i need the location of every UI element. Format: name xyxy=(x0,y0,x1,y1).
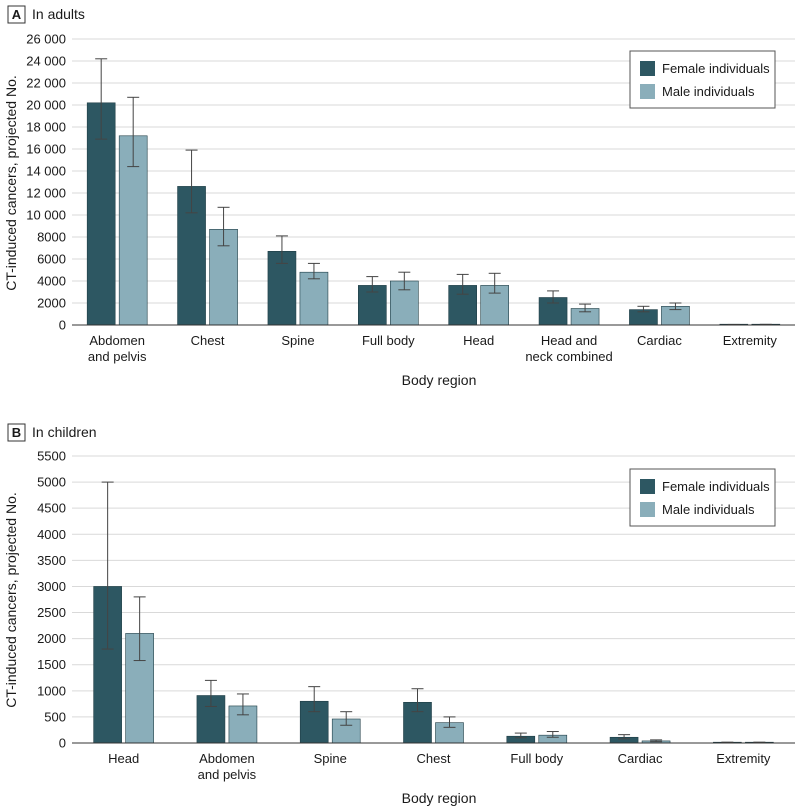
bar-male xyxy=(299,271,329,326)
panel-letter-box xyxy=(7,5,26,24)
y-tick-labels: 0 2000 4000 6000 8000 10 000 12 000 14 000 16 00… xyxy=(26,32,66,333)
panel-adults: A In adults CT-induced cancers, projecte… xyxy=(3,5,795,388)
x-axis-label: Body region xyxy=(402,372,477,388)
y-tick-label: 2500 xyxy=(37,605,66,620)
y-tick-label: 22 000 xyxy=(26,76,66,91)
legend-label-female: Female individuals xyxy=(662,479,770,494)
x-tick-labels: Abdomen and pelvis Chest Spine Full body Head… xyxy=(88,333,777,364)
x-tick-label: Spine xyxy=(281,333,314,348)
panel-children: B In children CT-induced cancers, projec… xyxy=(3,423,795,806)
y-tick-label: 18 000 xyxy=(26,120,66,135)
legend-swatch-female xyxy=(640,479,655,494)
x-tick-label: Chest xyxy=(417,751,451,766)
legend-label-male: Male individuals xyxy=(662,502,755,517)
y-tick-label: 10 000 xyxy=(26,208,66,223)
x-tick-label: Head xyxy=(108,751,139,766)
y-tick-label: 14 000 xyxy=(26,164,66,179)
y-tick-label: 5500 xyxy=(37,449,66,464)
bars xyxy=(86,102,781,326)
x-tick-labels: Head Abdomen and pelvis Spine Chest Full body… xyxy=(108,751,771,782)
panel-letter: A xyxy=(12,7,22,22)
y-tick-label: 500 xyxy=(44,709,66,724)
y-tick-label: 4500 xyxy=(37,501,66,516)
x-tick-label: Head and neck combined xyxy=(525,333,612,364)
y-tick-label: 20 000 xyxy=(26,98,66,113)
panel-title: In adults xyxy=(32,6,85,22)
x-tick-label: Abdomen and pelvis xyxy=(198,751,257,782)
legend-swatch-male xyxy=(640,502,655,517)
x-tick-label: Cardiac xyxy=(637,333,682,348)
legend-swatch-female xyxy=(640,61,655,76)
y-tick-label: 1500 xyxy=(37,657,66,672)
y-tick-label: 16 000 xyxy=(26,142,66,157)
y-tick-label: 24 000 xyxy=(26,54,66,69)
x-tick-label: Extremity xyxy=(723,333,778,348)
y-tick-label: 6000 xyxy=(37,252,66,267)
y-tick-label: 4000 xyxy=(37,274,66,289)
y-tick-label: 26 000 xyxy=(26,32,66,47)
y-tick-label: 0 xyxy=(59,318,66,333)
y-tick-labels: 0 500 1000 1500 2000 2500 3000 3500 4000 4500 5000… xyxy=(37,449,66,751)
legend-swatch-male xyxy=(640,84,655,99)
x-tick-label: Spine xyxy=(314,751,347,766)
y-tick-label: 12 000 xyxy=(26,186,66,201)
legend: Female individuals Male individuals xyxy=(629,50,776,109)
legend-box xyxy=(629,468,776,527)
x-tick-label: Head xyxy=(463,333,494,348)
y-tick-label: 3500 xyxy=(37,553,66,568)
y-tick-label: 4000 xyxy=(37,527,66,542)
x-tick-label: Cardiac xyxy=(618,751,663,766)
y-tick-label: 8000 xyxy=(37,230,66,245)
x-tick-label: Full body xyxy=(362,333,415,348)
panel-letter: B xyxy=(12,425,21,440)
x-tick-label: Abdomen and pelvis xyxy=(88,333,147,364)
x-axis-label: Body region xyxy=(402,790,477,806)
x-tick-label: Chest xyxy=(191,333,225,348)
y-tick-label: 3000 xyxy=(37,579,66,594)
x-tick-label: Extremity xyxy=(716,751,771,766)
panel-letter-box xyxy=(7,423,26,442)
panel-title: In children xyxy=(32,424,97,440)
y-tick-label: 2000 xyxy=(37,296,66,311)
y-tick-label: 1000 xyxy=(37,683,66,698)
x-tick-label: Full body xyxy=(510,751,563,766)
legend: Female individuals Male individuals xyxy=(629,468,776,527)
y-tick-label: 2000 xyxy=(37,631,66,646)
y-axis-label: CT-induced cancers, projected No. xyxy=(3,492,19,708)
y-tick-label: 0 xyxy=(59,736,66,751)
y-tick-label: 5000 xyxy=(37,475,66,490)
y-axis-label: CT-induced cancers, projected No. xyxy=(3,75,19,291)
legend-label-male: Male individuals xyxy=(662,84,755,99)
legend-box xyxy=(629,50,776,109)
legend-label-female: Female individuals xyxy=(662,61,770,76)
